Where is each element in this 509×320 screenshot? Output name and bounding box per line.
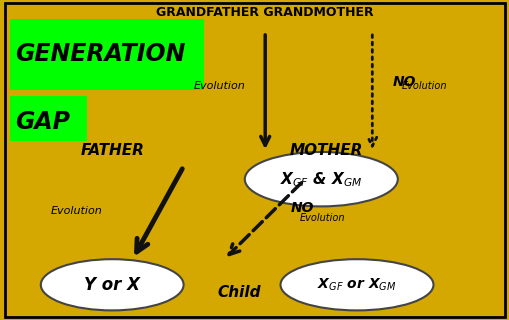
Text: NO: NO	[290, 201, 314, 215]
Ellipse shape	[41, 259, 183, 310]
Text: GENERATION: GENERATION	[15, 43, 185, 67]
Text: X$_{GF}$ or X$_{GM}$: X$_{GF}$ or X$_{GM}$	[317, 276, 396, 293]
Text: X$_{GF}$ & X$_{GM}$: X$_{GF}$ & X$_{GM}$	[279, 170, 362, 188]
Text: Evolution: Evolution	[299, 212, 345, 223]
Text: NO: NO	[392, 75, 415, 89]
Text: MOTHER: MOTHER	[289, 143, 362, 158]
Text: GAP: GAP	[15, 109, 70, 134]
Text: Evolution: Evolution	[193, 81, 245, 92]
Text: FATHER: FATHER	[80, 143, 144, 158]
Ellipse shape	[280, 259, 433, 310]
Text: GRANDFATHER GRANDMOTHER: GRANDFATHER GRANDMOTHER	[156, 6, 373, 19]
FancyBboxPatch shape	[10, 96, 87, 141]
Ellipse shape	[244, 152, 397, 206]
Text: Evolution: Evolution	[50, 206, 102, 216]
Text: Y or X: Y or X	[84, 276, 140, 294]
Text: Evolution: Evolution	[401, 81, 446, 92]
Text: Child: Child	[217, 285, 261, 300]
FancyBboxPatch shape	[10, 19, 204, 90]
